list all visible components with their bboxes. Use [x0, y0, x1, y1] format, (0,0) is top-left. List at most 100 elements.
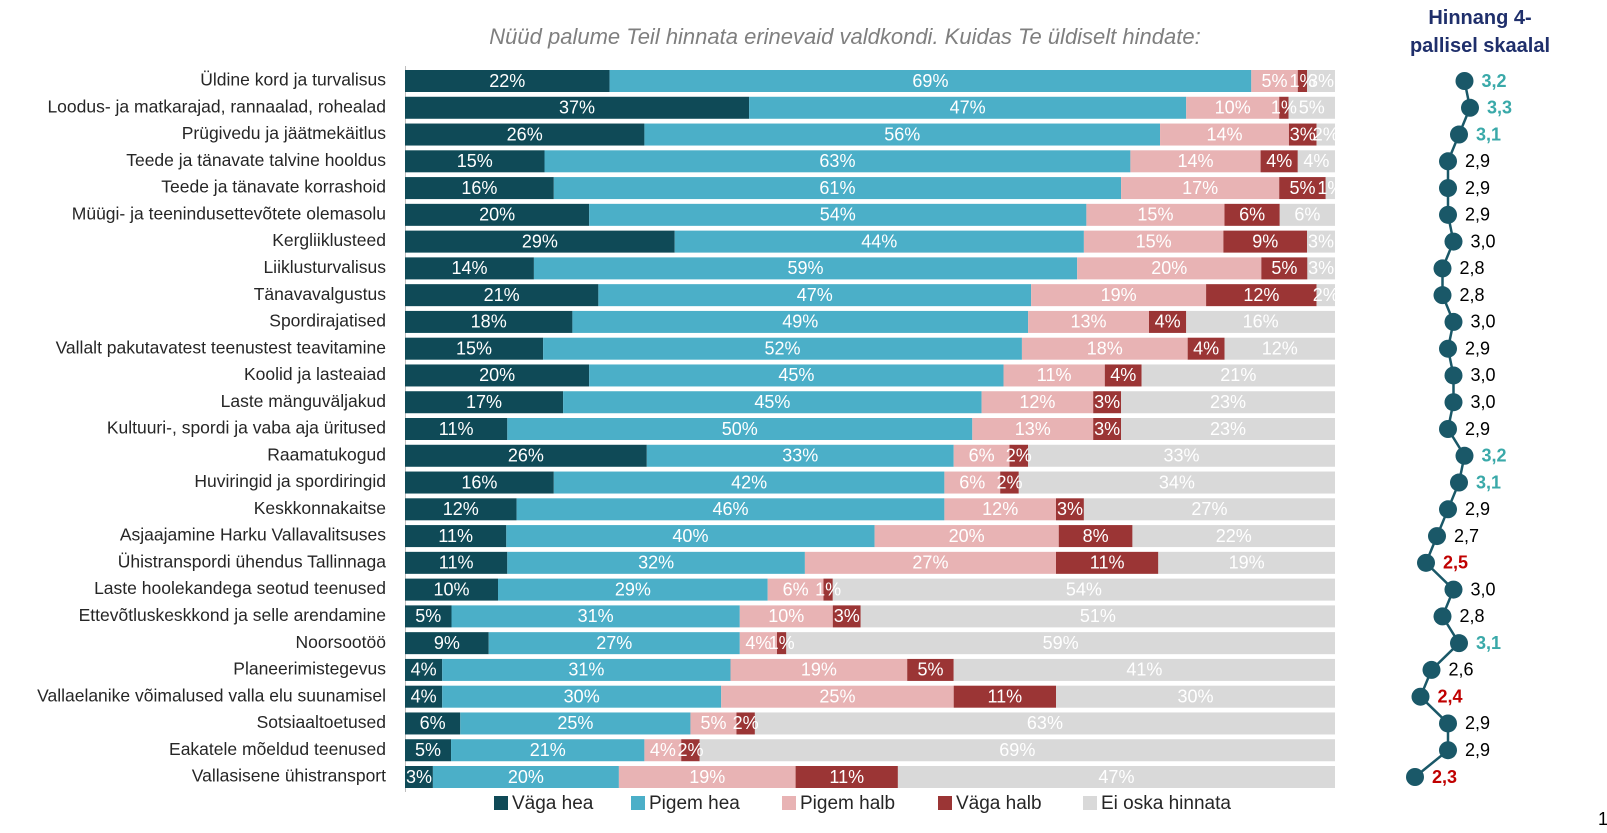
bar-value-label: 9% — [434, 633, 460, 653]
bar-value-label: 2% — [677, 740, 703, 760]
bar-segment — [699, 739, 1335, 762]
bar-value-label: 1% — [1317, 178, 1343, 198]
bar-value-label: 4% — [650, 740, 676, 760]
rating-point — [1417, 553, 1435, 572]
bar-segment — [681, 739, 700, 762]
bar-segment — [1186, 96, 1280, 119]
bar-segment — [1316, 284, 1335, 307]
bar-segment — [1104, 364, 1142, 387]
bar-value-label: 5% — [415, 740, 441, 760]
bar-value-label: 19% — [801, 660, 837, 680]
bar-value-label: 4% — [1303, 151, 1329, 171]
legend-label: Väga halb — [956, 793, 1042, 814]
bar-value-label: 11% — [439, 419, 474, 439]
rating-label: 2,9 — [1465, 205, 1490, 225]
bar-value-label: 45% — [754, 392, 790, 412]
bar-value-label: 42% — [731, 472, 767, 492]
rating-label: 3,3 — [1487, 98, 1512, 118]
rating-label: 3,0 — [1471, 579, 1496, 599]
bar-segment — [1093, 391, 1122, 414]
bar-segment — [618, 766, 796, 788]
rating-label: 2,3 — [1432, 767, 1457, 787]
rating-point — [1450, 634, 1468, 653]
bar-segment — [644, 123, 1161, 146]
rating-label: 2,9 — [1465, 419, 1490, 439]
chart-title: Nüüd palume Teil hinnata erinevaid valdk… — [489, 24, 1200, 49]
bar-value-label: 34% — [1159, 472, 1195, 492]
bar-segment — [589, 203, 1087, 226]
bar-segment — [1141, 364, 1335, 387]
legend-label: Väga hea — [512, 793, 594, 814]
rating-label: 2,5 — [1443, 553, 1468, 573]
bar-value-label: 21% — [530, 740, 566, 760]
bar-value-label: 8% — [1083, 526, 1109, 546]
bar-segment — [563, 391, 982, 414]
bar-segment — [405, 498, 517, 521]
legend-label: Ei oska hinnata — [1101, 793, 1231, 814]
bar-value-label: 18% — [471, 312, 507, 332]
bar-value-label: 6% — [969, 446, 995, 466]
bar-segment — [589, 364, 1004, 387]
bar-value-label: 47% — [950, 98, 986, 118]
bar-value-label: 14% — [1206, 124, 1242, 144]
bar-value-label: 46% — [712, 499, 748, 519]
bar-segment — [405, 766, 433, 788]
bar-value-label: 11% — [1090, 553, 1125, 573]
category-label: Asjaajamine Harku Vallavalitsuses — [120, 525, 386, 545]
bar-value-label: 21% — [484, 285, 520, 305]
rating-label: 2,7 — [1454, 526, 1479, 546]
bar-value-label: 5% — [1271, 258, 1297, 278]
rating-point — [1406, 768, 1424, 786]
bar-value-label: 3% — [1094, 419, 1120, 439]
bar-value-label: 12% — [1262, 338, 1298, 358]
bar-value-label: 20% — [949, 526, 985, 546]
bar-segment — [1223, 230, 1308, 253]
bar-value-label: 3% — [1308, 258, 1334, 278]
category-label: Kergliiklusteed — [272, 230, 386, 250]
bar-value-label: 69% — [912, 71, 948, 91]
rating-point — [1439, 420, 1457, 438]
bar-value-label: 51% — [1080, 606, 1116, 626]
bar-value-label: 12% — [1243, 285, 1279, 305]
rating-label: 2,9 — [1465, 740, 1490, 760]
bar-value-label: 29% — [615, 579, 651, 599]
bar-segment — [1121, 418, 1335, 440]
bar-value-label: 20% — [508, 767, 544, 787]
bar-segment — [405, 337, 544, 360]
bar-segment — [405, 739, 452, 762]
bar-segment — [874, 525, 1059, 548]
rating-label: 2,9 — [1465, 499, 1490, 519]
rating-point — [1444, 393, 1463, 412]
bar-value-label: 2% — [733, 713, 759, 733]
bar-value-label: 4% — [1155, 312, 1181, 332]
rating-point — [1439, 205, 1457, 224]
bar-value-label: 2% — [1313, 124, 1339, 144]
rating-point — [1433, 259, 1452, 278]
bar-segment — [1121, 391, 1335, 414]
bar-segment — [1297, 150, 1335, 173]
bar-value-label: 61% — [819, 178, 855, 198]
bar-segment — [1149, 310, 1187, 333]
bar-segment — [544, 150, 1131, 173]
rating-point — [1433, 607, 1452, 626]
bar-segment — [1279, 96, 1289, 119]
category-label: Vallalt pakutavatest teenustest teavitam… — [56, 337, 386, 357]
bar-value-label: 47% — [797, 285, 833, 305]
bar-segment — [1028, 444, 1335, 467]
rating-point — [1444, 366, 1463, 385]
bar-value-label: 5% — [415, 606, 441, 626]
rating-label: 2,9 — [1465, 151, 1490, 171]
bar-segment — [533, 257, 1078, 280]
category-label: Laste mänguväljakud — [221, 391, 386, 411]
bar-value-label: 63% — [819, 151, 855, 171]
bar-segment — [405, 605, 452, 628]
bar-segment — [1130, 150, 1261, 173]
bar-value-label: 5% — [700, 713, 726, 733]
bar-value-label: 4% — [1193, 338, 1219, 358]
bar-segment — [405, 685, 443, 708]
bar-segment — [1279, 203, 1335, 226]
bar-segment — [1297, 70, 1308, 92]
bar-value-label: 11% — [987, 686, 1022, 706]
bar-value-label: 30% — [1177, 686, 1213, 706]
